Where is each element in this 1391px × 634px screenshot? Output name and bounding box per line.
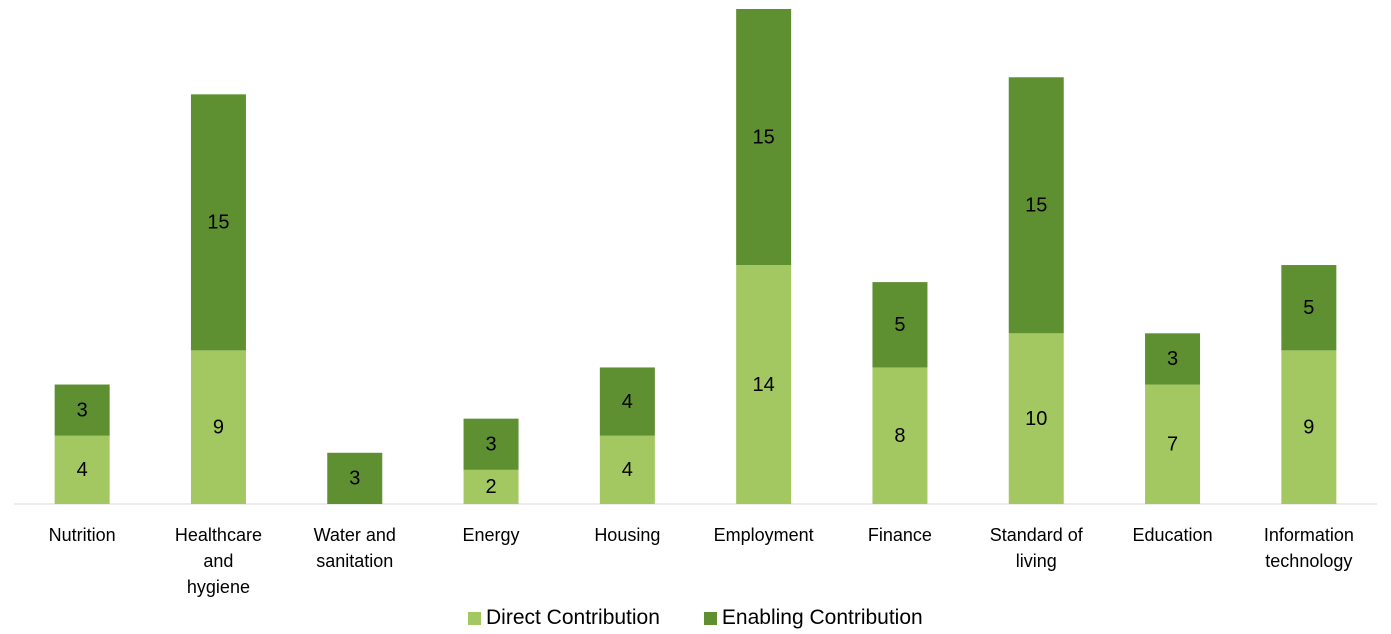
data-label: 2 (485, 476, 496, 498)
data-label: 4 (77, 459, 88, 481)
legend-item: Enabling Contribution (703, 606, 923, 630)
bar-segment (54, 384, 110, 436)
data-label: 14 (753, 374, 775, 396)
x-tick-label: Finance (851, 522, 948, 548)
x-tick-text: Nutrition (48, 525, 116, 545)
bar-segment (599, 367, 655, 436)
data-label: 4 (622, 459, 633, 481)
bar-segment (327, 452, 383, 504)
x-tick-text: Energy (462, 525, 520, 545)
data-label: 4 (622, 391, 633, 413)
legend-label: Direct Contribution (486, 606, 660, 629)
bar-segment (599, 435, 655, 504)
bar-segment (1145, 333, 1201, 385)
x-tick-text: Education (1132, 525, 1213, 545)
x-tick-text: Water and sanitation (313, 525, 396, 571)
data-label: 15 (753, 126, 775, 148)
x-tick-label: Housing (579, 522, 676, 548)
x-tick-text: Employment (713, 525, 814, 545)
bar-segment (1008, 333, 1064, 504)
data-label: 8 (894, 425, 905, 447)
data-label: 3 (1167, 348, 1178, 370)
x-tick-label: Energy (443, 522, 540, 548)
x-tick-label: Water and sanitation (306, 522, 403, 574)
bar-segment (736, 265, 792, 504)
data-label: 3 (77, 399, 88, 421)
x-tick-label: Information technology (1260, 522, 1357, 574)
bar-segment (872, 282, 928, 368)
data-label: 9 (213, 416, 224, 438)
bar-segment (1008, 77, 1064, 334)
bar-segment (190, 94, 246, 351)
data-label: 15 (207, 212, 229, 234)
data-label: 3 (485, 434, 496, 456)
legend-item: Direct Contribution (468, 606, 660, 630)
x-tick-text: Finance (867, 525, 932, 545)
x-tick-text: Information technology (1263, 525, 1354, 571)
data-label: 5 (1303, 297, 1314, 319)
x-tick-label: Healthcare and hygiene (170, 522, 267, 600)
data-label: 3 (349, 468, 360, 490)
x-tick-label: Nutrition (34, 522, 131, 548)
x-tick-label: Employment (713, 522, 814, 548)
data-label: 15 (1025, 195, 1047, 217)
x-tick-text: Housing (594, 525, 661, 545)
bar-segment (872, 367, 928, 504)
data-label: 9 (1303, 416, 1314, 438)
bar-segment (1281, 265, 1337, 351)
bar-segment (463, 418, 519, 470)
x-tick-text: Standard of living (989, 525, 1083, 571)
x-tick-text: Healthcare and hygiene (174, 525, 262, 597)
data-label: 5 (894, 314, 905, 336)
bar-segment (1145, 384, 1201, 504)
bar-segment (463, 469, 519, 504)
x-tick-label: Education (1124, 522, 1221, 548)
bar-segment (1281, 350, 1337, 504)
legend: Direct Contribution Enabling Contribution (446, 606, 945, 630)
bar-segment (736, 9, 792, 266)
legend-label: Enabling Contribution (721, 606, 923, 629)
data-label: 7 (1167, 434, 1178, 456)
x-tick-label: Standard of living (988, 522, 1085, 574)
data-label: 10 (1025, 408, 1047, 430)
legend-swatch (703, 611, 717, 625)
legend-swatch (468, 611, 481, 625)
bar-segment (190, 350, 246, 504)
bar-segment (54, 435, 110, 504)
